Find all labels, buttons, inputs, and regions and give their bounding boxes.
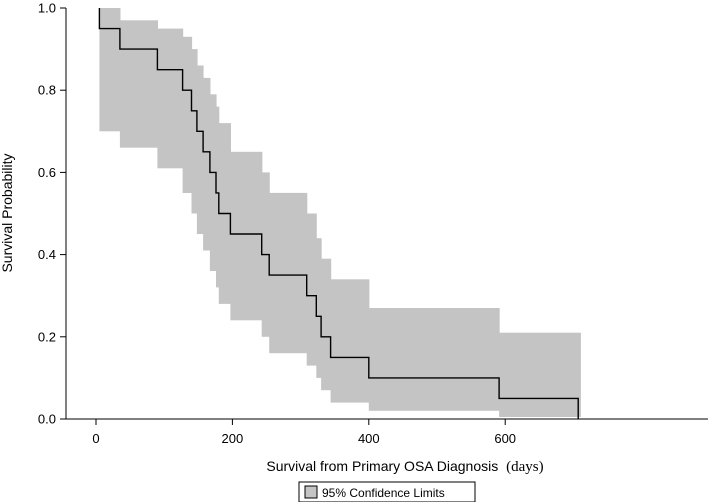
x-axis-title-main: Survival from Primary OSA Diagnosis <box>266 458 498 474</box>
y-ticks: 0.0 0.2 0.4 0.6 0.8 1.0 <box>38 1 66 427</box>
x-tick-label: 600 <box>494 431 516 446</box>
legend-swatch <box>304 485 318 499</box>
confidence-band-segment <box>191 49 198 214</box>
confidence-band-segment <box>306 213 317 366</box>
x-tick-label: 0 <box>92 431 99 446</box>
x-axis-title-unit: (days) <box>506 459 544 475</box>
confidence-band-segment <box>203 77 211 251</box>
x-tick-label: 400 <box>358 431 380 446</box>
confidence-band-segment <box>99 8 121 132</box>
y-tick-label: 0.0 <box>38 412 56 427</box>
confidence-band-segment <box>216 106 220 288</box>
confidence-band-segment <box>499 332 581 417</box>
confidence-band <box>99 8 581 417</box>
confidence-band-segment <box>330 279 370 403</box>
legend: 95% Confidence Limits <box>298 481 476 502</box>
y-axis-title: Survival Probability <box>0 153 15 272</box>
y-tick-label: 1.0 <box>38 1 56 16</box>
x-axis-title: Survival from Primary OSA Diagnosis (day… <box>266 458 543 475</box>
x-ticks: 0 200 400 600 <box>92 419 516 446</box>
y-tick-label: 0.4 <box>38 247 56 262</box>
legend-label: 95% Confidence Limits <box>322 486 445 500</box>
confidence-band-segment <box>321 258 332 391</box>
legend-box <box>298 481 476 502</box>
y-tick-label: 0.2 <box>38 329 56 344</box>
y-tick-label: 0.6 <box>38 165 56 180</box>
confidence-band-segment <box>230 151 263 321</box>
confidence-band-segment <box>182 36 193 193</box>
confidence-band-segment <box>196 65 204 234</box>
confidence-band-segment <box>316 238 322 378</box>
y-tick-label: 0.8 <box>38 83 56 98</box>
confidence-band-segment <box>269 192 308 354</box>
confidence-band-segment <box>157 28 184 169</box>
confidence-band-segment <box>368 308 500 411</box>
confidence-band-segment <box>119 20 158 148</box>
confidence-band-segment <box>209 94 217 271</box>
x-tick-label: 200 <box>222 431 244 446</box>
survival-curve <box>98 8 579 419</box>
